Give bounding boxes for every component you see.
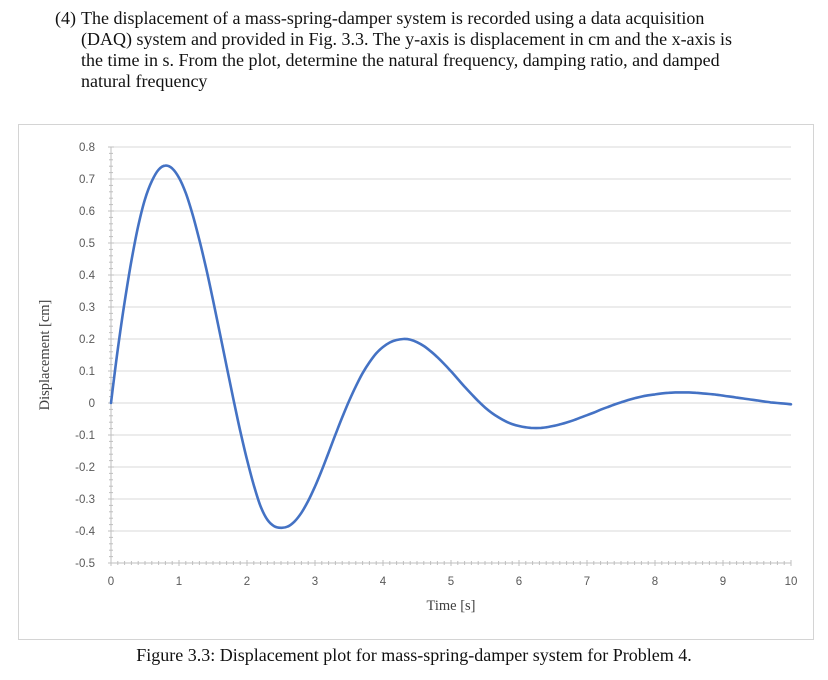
x-tick-label: 6 xyxy=(516,576,522,588)
displacement-curve xyxy=(109,164,793,530)
y-axis-title: Displacement [cm] xyxy=(37,300,53,411)
x-tick-label: 0 xyxy=(108,576,114,588)
y-tick-label: 0.2 xyxy=(79,334,95,346)
x-tick-labels: 0 1 2 3 4 5 6 7 8 9 10 xyxy=(108,576,798,588)
y-tick-label: 0 xyxy=(89,398,95,410)
figure-caption: Figure 3.3: Displacement plot for mass-s… xyxy=(136,645,692,665)
axes xyxy=(108,146,792,566)
problem-text: The displacement of a mass-spring-damper… xyxy=(81,8,795,92)
problem-line: the time in s. From the plot, determine … xyxy=(81,50,720,70)
problem-line: natural frequency xyxy=(81,71,208,91)
y-tick-label: 0.1 xyxy=(79,366,95,378)
problem-line: The displacement of a mass-spring-damper… xyxy=(81,8,705,28)
x-tick-label: 8 xyxy=(652,576,658,588)
displacement-chart: 0.8 0.7 0.6 0.5 0.4 0.3 0.2 0.1 0 -0.1 -0.2 -0.3 -0.… xyxy=(37,142,798,614)
y-tick-label: 0.6 xyxy=(79,206,95,218)
y-tick-label: -0.2 xyxy=(75,462,95,474)
x-tick-label: 4 xyxy=(380,576,387,588)
x-tick-label: 3 xyxy=(312,576,318,588)
x-tick-label: 7 xyxy=(584,576,590,588)
x-axis-title: Time [s] xyxy=(426,598,475,614)
x-tick-label: 10 xyxy=(785,576,798,588)
y-tick-label: 0.3 xyxy=(79,302,95,314)
x-tick-label: 1 xyxy=(176,576,182,588)
y-tick-label: 0.4 xyxy=(79,270,96,282)
x-tick-label: 9 xyxy=(720,576,726,588)
y-tick-label: 0.7 xyxy=(79,174,95,186)
y-tick-label: -0.1 xyxy=(75,430,95,442)
chart-frame: 0.8 0.7 0.6 0.5 0.4 0.3 0.2 0.1 0 -0.1 -0.2 -0.3 -0.… xyxy=(18,124,814,640)
y-tick-label: -0.4 xyxy=(75,526,95,538)
problem-line: (DAQ) system and provided in Fig. 3.3. T… xyxy=(81,29,733,49)
y-tick-label: -0.5 xyxy=(75,558,95,570)
x-tick-label: 2 xyxy=(244,576,250,588)
y-tick-label: -0.3 xyxy=(75,494,95,506)
x-tick-label: 5 xyxy=(448,576,454,588)
y-tick-label: 0.5 xyxy=(79,238,95,250)
grid-lines xyxy=(111,146,791,532)
y-tick-label: 0.8 xyxy=(79,142,95,154)
y-tick-labels: 0.8 0.7 0.6 0.5 0.4 0.3 0.2 0.1 0 -0.1 -0.2 -0.3 -0.… xyxy=(75,142,95,570)
problem-number: (4) xyxy=(55,8,76,28)
